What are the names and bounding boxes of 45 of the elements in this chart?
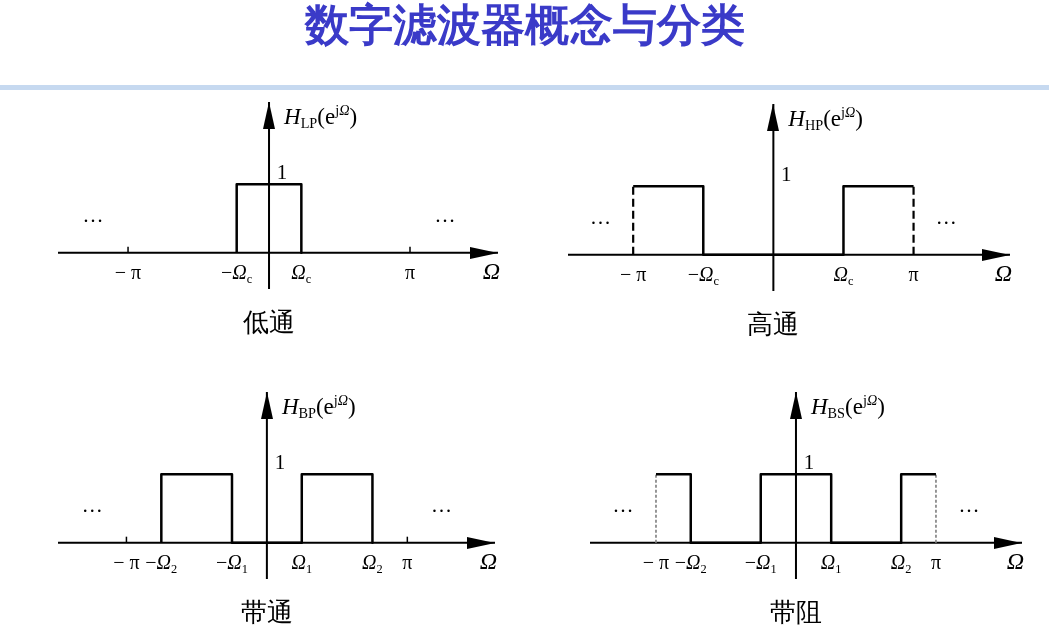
x-axis-title: Ω [482,257,500,284]
x-tick-label: − π [642,550,670,573]
x-tick-label: −Ω$_{c}$ [687,262,719,288]
annotation: … [431,492,453,517]
x-tick-label: −Ω$_{2}$ [674,550,707,576]
text: 带阻 [769,597,822,627]
x-tick-label: Ω$_{1}$ [291,550,313,576]
x-tick-label: Ω$_{c}$ [291,260,312,286]
x-tick-label: −Ω$_{1}$ [216,550,248,576]
annotation: … [434,202,456,227]
text: 1 [276,159,288,184]
text: 1 [274,449,286,474]
annotation: … [82,202,104,227]
x-tick-label: −Ω$_{1}$ [744,550,777,576]
text: 带通 [240,597,293,627]
x-tick-label: π [930,550,942,573]
text: 1 [803,449,815,474]
annotation: … [958,492,980,517]
x-tick-label: Ω$_{c}$ [833,262,854,288]
y-axis-title: H$_{BP}$(e$^{j}$$^{Ω}$) [281,392,356,422]
annotation: … [590,204,612,229]
text: 1 [781,161,792,186]
x-tick-label: Ω$_{2}$ [890,550,912,576]
x-tick-label: π [404,260,416,283]
x-axis-title: Ω [479,547,497,574]
x-tick-label: π [908,262,919,285]
text: 低通 [243,307,296,337]
annotation: … [612,492,634,517]
x-axis-title: Ω [1006,547,1024,574]
x-tick-label: Ω$_{2}$ [362,550,383,576]
x-tick-label: − π [113,550,140,573]
annotation: … [81,492,103,517]
x-tick-label: −Ω$_{2}$ [145,550,178,576]
y-axis-title: H$_{BS}$(e$^{j}$$^{Ω}$) [810,392,885,422]
y-axis-title: H$_{HP}$(e$^{j}$$^{Ω}$) [788,104,864,134]
x-tick-label: π [402,550,413,573]
annotation: … [935,204,957,229]
x-tick-label: − π [114,260,142,283]
text: 高通 [747,309,800,339]
y-axis-title: H$_{LP}$(e$^{j}$$^{Ω}$) [284,102,358,132]
x-axis-title: Ω [994,259,1012,286]
x-tick-label: − π [619,262,647,285]
x-tick-label: Ω$_{1}$ [820,550,842,576]
x-tick-label: −Ω$_{c}$ [221,260,253,286]
text: 数字滤波器概念与分类 [304,1,745,51]
